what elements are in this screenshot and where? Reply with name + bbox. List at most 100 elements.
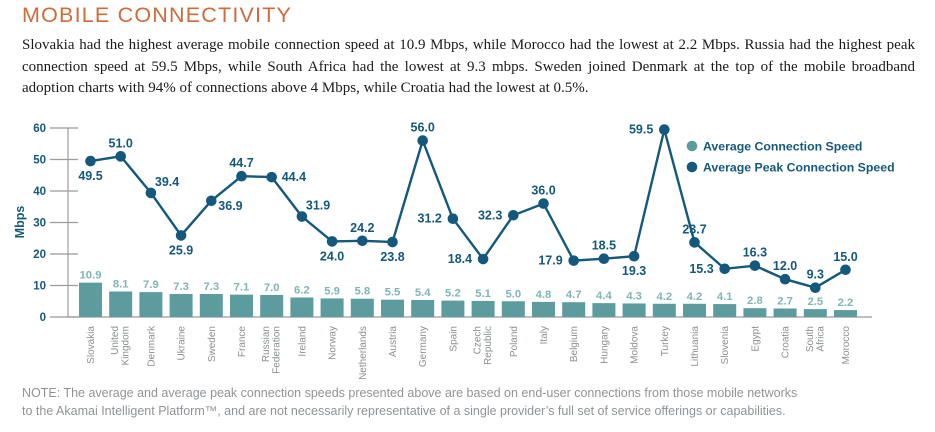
country-label-austria: Austria (388, 326, 399, 358)
bar-belgium (562, 302, 586, 317)
bar-value-italy: 4.8 (536, 289, 552, 301)
bar-value-czech-republic: 5.1 (475, 288, 491, 300)
bar-value-russian-federation: 7.0 (264, 282, 280, 294)
bar-value-germany: 5.4 (415, 287, 431, 299)
bar-value-denmark: 7.9 (143, 279, 159, 291)
bar-netherlands (350, 298, 374, 317)
peak-value-slovenia: 15.3 (689, 262, 713, 276)
bar-value-moldova: 4.3 (626, 290, 642, 302)
legend-dot-average-connection-speed (686, 140, 698, 152)
bar-sweden (199, 294, 223, 317)
bar-norway (320, 298, 344, 317)
peak-dot-slovakia (85, 155, 96, 167)
bar-value-norway: 5.9 (324, 285, 340, 297)
country-label-south-africa: SouthAfrica (805, 326, 827, 353)
peak-dot-france (236, 170, 247, 182)
country-label-egypt: Egypt (750, 326, 761, 352)
bar-value-lithuania: 4.2 (687, 291, 703, 303)
country-label-turkey: Turkey (660, 326, 671, 356)
bar-value-morocco: 2.2 (838, 297, 854, 309)
peak-value-egypt: 16.3 (743, 246, 767, 260)
peak-dot-morocco (840, 264, 851, 276)
peak-value-ireland: 31.9 (306, 199, 330, 213)
peak-value-belgium: 17.9 (538, 254, 562, 268)
bar-value-spain: 5.2 (445, 288, 461, 300)
bar-value-turkey: 4.2 (656, 291, 672, 303)
bar-value-france: 7.1 (234, 282, 250, 294)
peak-value-italy: 36.0 (531, 184, 555, 198)
country-label-ireland: Ireland (297, 326, 308, 357)
y-tick-label: 50 (33, 155, 46, 167)
bar-south-africa (803, 309, 827, 317)
peak-dot-united-kingdom (115, 151, 126, 162)
peak-value-slovakia: 49.5 (78, 169, 102, 183)
y-tick-label: 20 (33, 249, 46, 261)
bar-hungary (592, 303, 616, 317)
page-title: MOBILE CONNECTIVITY (22, 3, 293, 27)
peak-dot-egypt (749, 260, 761, 271)
country-label-united-kingdom: UnitedKingdom (110, 326, 132, 365)
peak-value-russian-federation: 44.4 (282, 170, 306, 184)
peak-value-france: 44.7 (229, 156, 253, 170)
y-axis-title: Mbps (13, 206, 27, 239)
legend-dot-average-peak-connection-speed (686, 161, 698, 173)
peak-value-morocco: 15.0 (833, 250, 857, 264)
bar-egypt (743, 308, 767, 317)
bar-ireland (290, 297, 314, 317)
bar-value-egypt: 2.8 (747, 295, 763, 307)
country-label-germany: Germany (418, 326, 429, 367)
y-tick-label: 40 (33, 186, 46, 198)
peak-dot-russian-federation (266, 171, 278, 183)
peak-value-ukraine: 25.9 (169, 243, 193, 257)
footnote-line-1: NOTE: The average and average peak conne… (22, 386, 798, 400)
bar-value-south-africa: 2.5 (807, 296, 823, 308)
peak-value-sweden: 36.9 (218, 199, 242, 213)
country-label-netherlands: Netherlands (358, 326, 369, 380)
country-label-denmark: Denmark (146, 325, 157, 367)
peak-value-austria: 23.8 (380, 250, 404, 264)
legend-label-average-peak-connection-speed: Average Peak Connection Speed (703, 161, 895, 175)
country-label-czech-republic: CzechRepublic (473, 326, 495, 365)
bar-value-poland: 5.0 (505, 288, 521, 300)
country-label-norway: Norway (328, 326, 339, 360)
country-label-russian-federation: RussianFederation (261, 326, 283, 374)
peak-value-denmark: 39.4 (155, 175, 179, 189)
country-label-france: France (237, 326, 248, 358)
country-label-lithuania: Lithuania (690, 326, 701, 367)
bar-germany (411, 299, 435, 317)
country-label-poland: Poland (509, 326, 520, 357)
mobile-connectivity-chart: 0 10 20 30 40 50 60 Mbps 10.9 Slovakia 8.1 UnitedKi… (0, 110, 935, 385)
bar-value-austria: 5.5 (385, 287, 401, 299)
bar-denmark (139, 292, 163, 317)
peak-value-germany: 56.0 (411, 121, 435, 135)
bar-moldova (622, 303, 646, 317)
country-label-sweden: Sweden (207, 326, 218, 362)
peak-value-spain: 31.2 (418, 212, 442, 226)
bar-ukraine (169, 294, 193, 317)
peak-dot-ireland (296, 211, 308, 222)
peak-value-poland: 32.3 (478, 208, 502, 222)
country-label-slovakia: Slovakia (86, 326, 97, 364)
legend-label-average-connection-speed: Average Connection Speed (703, 140, 862, 154)
bar-value-ukraine: 7.3 (173, 281, 189, 293)
bar-czech-republic (471, 300, 495, 317)
y-tick-label: 30 (33, 218, 46, 230)
country-label-spain: Spain (448, 326, 459, 352)
bar-value-sweden: 7.3 (203, 281, 219, 293)
peak-dot-netherlands (357, 235, 368, 247)
bar-austria (381, 299, 404, 317)
country-label-hungary: Hungary (599, 326, 610, 364)
bar-slovenia (713, 304, 737, 317)
peak-dot-denmark (145, 187, 157, 199)
bar-value-slovenia: 4.1 (717, 291, 733, 303)
peak-value-turkey: 59.5 (629, 123, 653, 137)
peak-speed-line (90, 129, 847, 289)
peak-dot-germany (417, 135, 429, 146)
peak-dot-norway (326, 236, 338, 247)
bar-turkey (652, 303, 676, 317)
peak-dot-poland (508, 209, 519, 221)
peak-dot-ukraine (175, 230, 187, 241)
peak-value-united-kingdom: 51.0 (109, 136, 133, 150)
peak-dot-slovenia (719, 263, 730, 275)
peak-dot-moldova (628, 250, 640, 262)
